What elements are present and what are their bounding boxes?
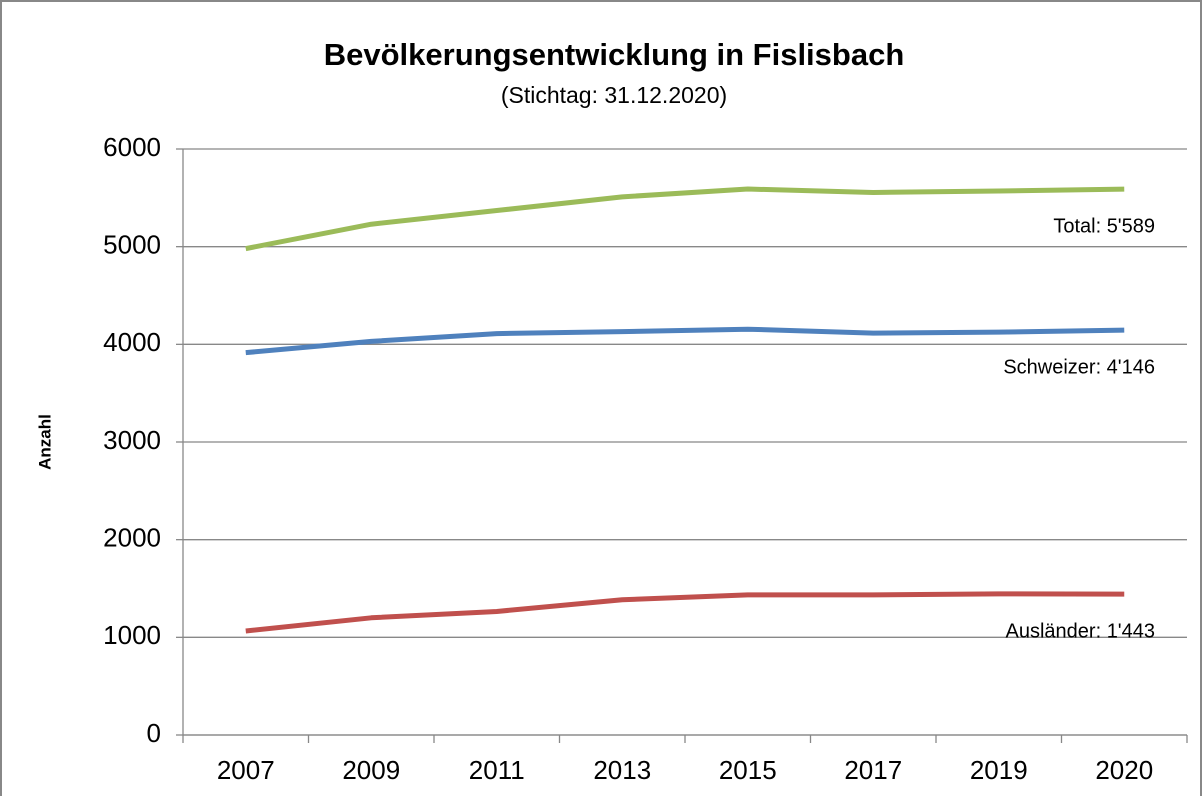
x-tick-label: 2009 <box>342 755 400 785</box>
chart-title: Bevölkerungsentwicklung in Fislisbach <box>324 37 905 72</box>
y-tick-label: 4000 <box>103 327 161 357</box>
chart-subtitle: (Stichtag: 31.12.2020) <box>501 82 727 108</box>
series-line <box>245 186 1125 252</box>
series-line <box>245 591 1125 634</box>
series-label: Ausländer: 1'443 <box>1006 620 1155 642</box>
y-tick-label: 0 <box>147 718 161 748</box>
y-tick-label: 5000 <box>103 230 161 260</box>
x-tick-label: 2019 <box>970 755 1028 785</box>
x-tick-label: 2020 <box>1095 755 1153 785</box>
x-tick-label: 2015 <box>719 755 777 785</box>
y-axis-label: Anzahl <box>35 414 54 470</box>
y-tick-label: 1000 <box>103 620 161 650</box>
x-tick-label: 2017 <box>844 755 902 785</box>
y-tick-label: 6000 <box>103 132 161 162</box>
series-label: Total: 5'589 <box>1053 215 1155 237</box>
series-line <box>245 326 1125 356</box>
series-label: Schweizer: 4'146 <box>1003 356 1155 378</box>
x-tick-label: 2007 <box>217 755 275 785</box>
x-tick-label: 2011 <box>469 755 525 785</box>
x-tick-label: 2013 <box>593 755 651 785</box>
y-tick-label: 2000 <box>103 523 161 553</box>
y-tick-label: 3000 <box>103 425 161 455</box>
